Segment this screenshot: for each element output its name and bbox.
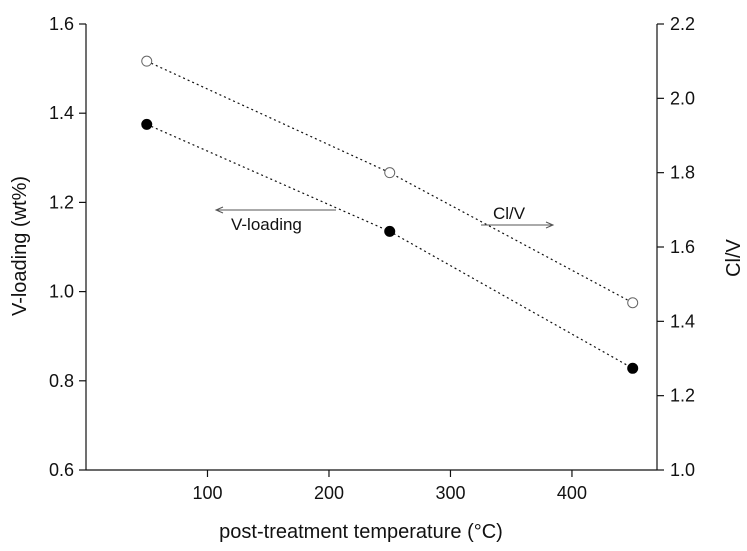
left-y-tick-label: 1.2 (49, 192, 74, 212)
right-y-tick-label: 1.2 (670, 386, 695, 406)
right-y-tick-label: 1.0 (670, 460, 695, 480)
left-y-tick-label: 0.8 (49, 371, 74, 391)
right-y-tick-label: 1.8 (670, 163, 695, 183)
cl-v-point (141, 55, 153, 67)
cl-v-annotation-label: Cl/V (493, 204, 526, 223)
right-y-tick-label: 2.0 (670, 88, 695, 108)
v-loading-point (141, 118, 153, 130)
axis-ticks: 100 200 300 400 0.6 0.8 1.0 1.2 1.4 1.6 1.0 1.2 1.4 1… (49, 14, 695, 503)
v-loading-arrowhead-icon (214, 206, 224, 214)
v-loading-point (384, 225, 396, 237)
data-points (141, 55, 639, 374)
right-y-axis-title: Cl/V (723, 238, 745, 276)
right-y-tick-label: 2.2 (670, 14, 695, 34)
right-y-tick-label: 1.6 (670, 237, 695, 257)
left-y-tick-label: 1.0 (49, 282, 74, 302)
cl-v-arrowhead-icon (545, 221, 555, 229)
x-tick-label: 400 (557, 483, 587, 503)
cl-v-annotation: Cl/V (481, 204, 555, 229)
x-tick-label: 100 (192, 483, 222, 503)
series-line-cl-v (146, 60, 633, 304)
v-loading-annotation-label: V-loading (231, 215, 302, 234)
v-loading-annotation: V-loading (214, 206, 336, 234)
left-y-axis-title: V-loading (wt%) (9, 176, 31, 316)
x-tick-label: 200 (314, 483, 344, 503)
series-line-v-loading (146, 123, 633, 369)
left-y-tick-label: 1.4 (49, 103, 74, 123)
cl-v-point (384, 167, 396, 179)
left-y-tick-label: 1.6 (49, 14, 74, 34)
cl-v-point (627, 297, 639, 309)
right-y-tick-label: 1.4 (670, 311, 695, 331)
v-loading-point (627, 362, 639, 374)
x-tick-label: 300 (435, 483, 465, 503)
left-y-tick-label: 0.6 (49, 460, 74, 480)
x-axis-title: post-treatment temperature (°C) (219, 521, 503, 543)
